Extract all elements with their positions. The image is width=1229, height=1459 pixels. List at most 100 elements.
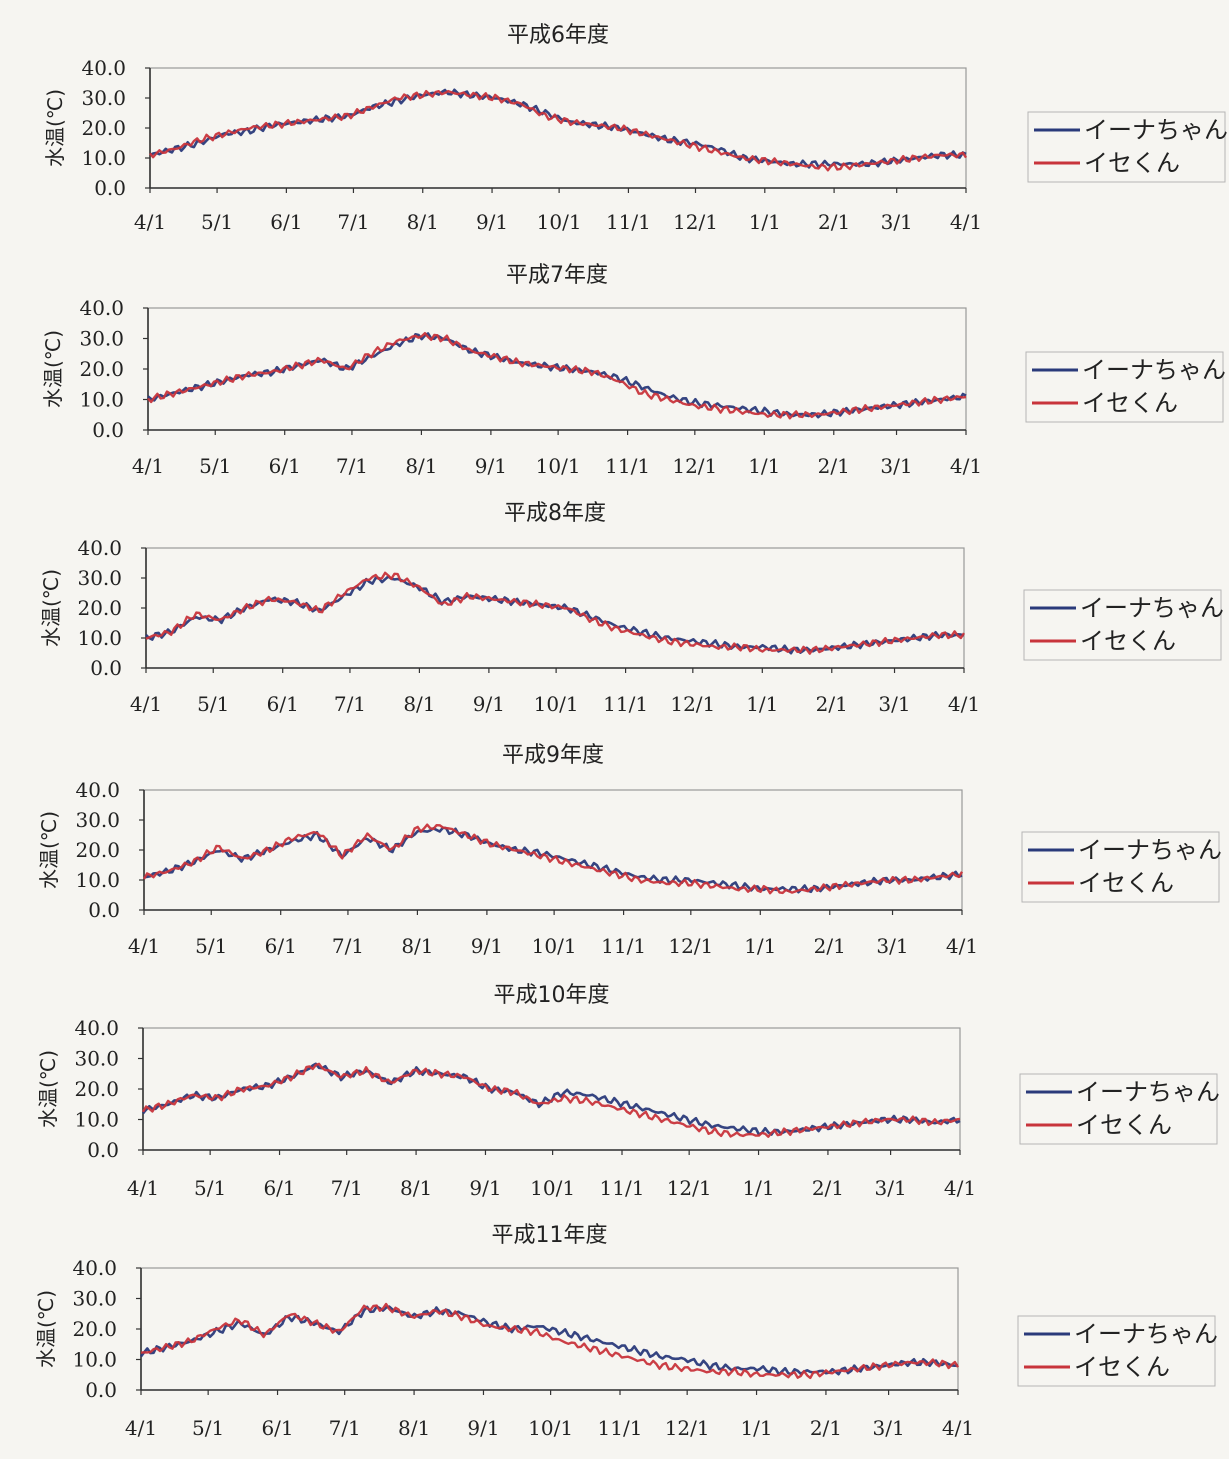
x-tick-label: 1/1 [740, 1416, 772, 1440]
chart-title: 平成6年度 [507, 23, 609, 48]
x-tick-label: 9/1 [471, 934, 503, 958]
y-tick-label: 40.0 [72, 1256, 117, 1280]
x-tick-label: 11/1 [605, 454, 650, 478]
y-axis-label: 水温(℃) [36, 1050, 60, 1128]
legend-label: イセくん [1076, 1111, 1172, 1139]
y-tick-label: 40.0 [77, 536, 122, 560]
x-tick-label: 9/1 [469, 1176, 501, 1200]
x-tick-label: 1/1 [746, 692, 778, 716]
y-tick-label: 10.0 [81, 146, 126, 170]
legend-box [1023, 589, 1222, 661]
x-tick-label: 4/1 [944, 1176, 976, 1200]
x-tick-label: 9/1 [467, 1416, 499, 1440]
series-line-isekun [147, 332, 967, 420]
x-tick-label: 11/1 [601, 934, 646, 958]
x-tick-label: 5/1 [199, 454, 231, 478]
legend-label: イセくん [1080, 627, 1176, 655]
x-tick-label: 2/1 [816, 692, 848, 716]
y-tick-label: 0.0 [94, 176, 126, 200]
chart-title: 平成11年度 [492, 1223, 608, 1248]
series-line-inachan [142, 1062, 961, 1136]
legend-label: イセくん [1078, 869, 1174, 897]
x-tick-label: 4/1 [950, 210, 982, 234]
chart-title: 平成9年度 [502, 743, 604, 768]
x-tick-label: 4/1 [948, 692, 980, 716]
legend-label: イーナちゃん [1074, 1320, 1218, 1348]
x-tick-label: 2/1 [812, 1176, 844, 1200]
series-line-isekun [142, 823, 964, 895]
x-tick-label: 8/1 [401, 934, 433, 958]
x-tick-label: 3/1 [881, 210, 913, 234]
x-tick-label: 8/1 [400, 1176, 432, 1200]
x-tick-label: 6/1 [261, 1416, 293, 1440]
x-tick-label: 10/1 [528, 1416, 573, 1440]
legend-box [1025, 351, 1224, 423]
x-tick-label: 11/1 [598, 1416, 643, 1440]
x-tick-label: 8/1 [403, 692, 435, 716]
x-tick-label: 12/1 [672, 454, 717, 478]
chart-panel: 平成10年度 40.0 30.0 20.0 10.0 0.0 水温(℃) 4/1 5/1 6/1 7… [36, 983, 1220, 1200]
x-tick-label: 7/1 [332, 934, 364, 958]
x-tick-label: 6/1 [269, 454, 301, 478]
x-tick-label: 7/1 [336, 454, 368, 478]
chart-panel: 平成11年度 40.0 30.0 20.0 10.0 0.0 水温(℃) 4/1 5/1 6/1 7… [34, 1223, 1218, 1440]
x-tick-label: 4/1 [134, 210, 166, 234]
y-axis-label: 水温(℃) [39, 569, 63, 647]
x-tick-label: 4/1 [942, 1416, 974, 1440]
y-tick-label: 0.0 [92, 418, 124, 442]
x-tick-label: 6/1 [267, 692, 299, 716]
x-tick-label: 9/1 [475, 454, 507, 478]
y-tick-label: 10.0 [77, 626, 122, 650]
series-line-isekun [141, 1062, 961, 1138]
y-tick-label: 30.0 [79, 327, 124, 351]
x-tick-label: 5/1 [192, 1416, 224, 1440]
x-tick-label: 6/1 [263, 1176, 295, 1200]
x-tick-label: 1/1 [748, 454, 780, 478]
legend-label: イセくん [1082, 389, 1178, 417]
y-tick-label: 30.0 [72, 1287, 117, 1311]
x-tick-label: 1/1 [744, 934, 776, 958]
legend-box [1017, 1315, 1216, 1387]
y-tick-label: 30.0 [74, 1047, 119, 1071]
series-line-isekun [140, 1302, 960, 1380]
y-tick-label: 20.0 [79, 357, 124, 381]
x-tick-label: 9/1 [473, 692, 505, 716]
y-axis-label: 水温(℃) [34, 1290, 58, 1368]
x-tick-label: 5/1 [201, 210, 233, 234]
chart-panel: 平成7年度 40.0 30.0 20.0 10.0 0.0 水温(℃) 4/1 5/1 6/1 7/… [41, 263, 1226, 478]
x-tick-label: 6/1 [270, 210, 302, 234]
y-tick-label: 40.0 [79, 296, 124, 320]
x-tick-label: 8/1 [398, 1416, 430, 1440]
legend-box [1021, 831, 1220, 903]
x-tick-label: 3/1 [875, 1176, 907, 1200]
legend-label: イーナちゃん [1080, 594, 1224, 622]
x-tick-label: 9/1 [476, 210, 508, 234]
y-tick-label: 20.0 [81, 116, 126, 140]
legend-label: イセくん [1084, 149, 1180, 177]
y-tick-label: 40.0 [81, 56, 126, 80]
x-tick-label: 11/1 [600, 1176, 645, 1200]
y-tick-label: 10.0 [79, 388, 124, 412]
legend-label: イーナちゃん [1076, 1078, 1220, 1106]
chart-panel: 平成8年度 40.0 30.0 20.0 10.0 0.0 水温(℃) 4/1 5/1 6/1 7/… [39, 501, 1224, 716]
series-line-isekun [149, 89, 968, 172]
y-tick-label: 0.0 [90, 656, 122, 680]
series-line-inachan [147, 332, 967, 419]
x-tick-label: 3/1 [880, 454, 912, 478]
x-tick-label: 8/1 [407, 210, 439, 234]
x-tick-label: 12/1 [665, 1416, 710, 1440]
y-tick-label: 20.0 [74, 1077, 119, 1101]
x-tick-label: 2/1 [814, 934, 846, 958]
legend-box [1027, 111, 1226, 183]
legend-label: イーナちゃん [1078, 836, 1222, 864]
x-tick-label: 5/1 [195, 934, 227, 958]
x-tick-label: 12/1 [668, 934, 713, 958]
series-line-inachan [139, 1305, 959, 1376]
legend-label: イーナちゃん [1084, 116, 1228, 144]
series-line-inachan [145, 575, 965, 655]
y-tick-label: 30.0 [81, 86, 126, 110]
